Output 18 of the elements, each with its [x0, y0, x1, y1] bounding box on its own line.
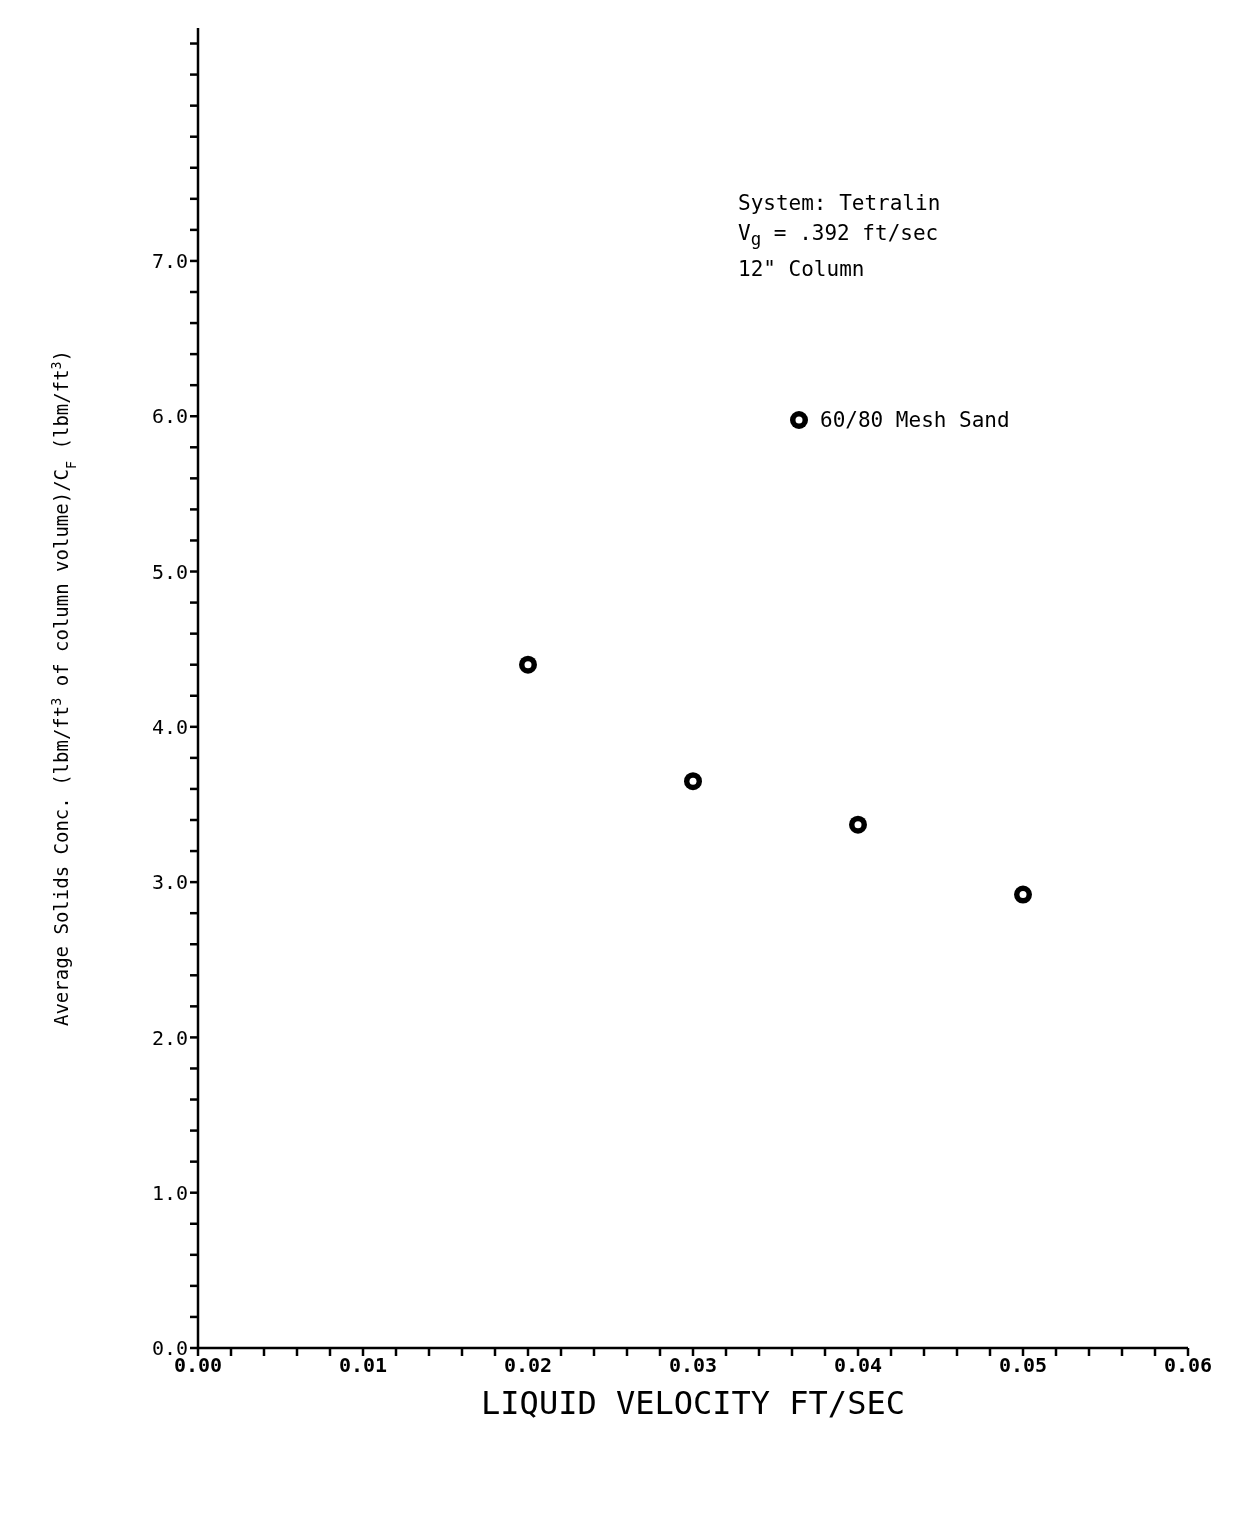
- y-tick-label: 6.0: [151, 404, 188, 429]
- y-tick-label: 7.0: [151, 249, 188, 274]
- annotation: System: Tetralin: [738, 190, 941, 217]
- y-tick-label: 4.0: [151, 714, 188, 739]
- x-tick-label: 0.02: [503, 1353, 553, 1378]
- annotation: V$_{g}$ = .392 ft/sec: [738, 220, 940, 252]
- y-tick-label: 5.0: [151, 559, 188, 584]
- x-axis-title: LIQUID VELOCITY FT/SEC: [481, 1384, 905, 1422]
- x-tick-label: 0.06: [1163, 1353, 1213, 1378]
- x-tick-label: 0.03: [668, 1353, 718, 1378]
- x-tick-label: 0.05: [998, 1353, 1048, 1378]
- y-tick-label: 2.0: [151, 1025, 188, 1050]
- y-tick-label: 3.0: [151, 870, 188, 895]
- x-tick-label: 0.04: [833, 1353, 883, 1378]
- x-tick-label: 0.01: [338, 1353, 388, 1378]
- legend-label: 60/80 Mesh Sand: [820, 408, 1010, 432]
- annotation: 12" Column: [738, 256, 866, 284]
- y-tick-label: 1.0: [151, 1180, 188, 1205]
